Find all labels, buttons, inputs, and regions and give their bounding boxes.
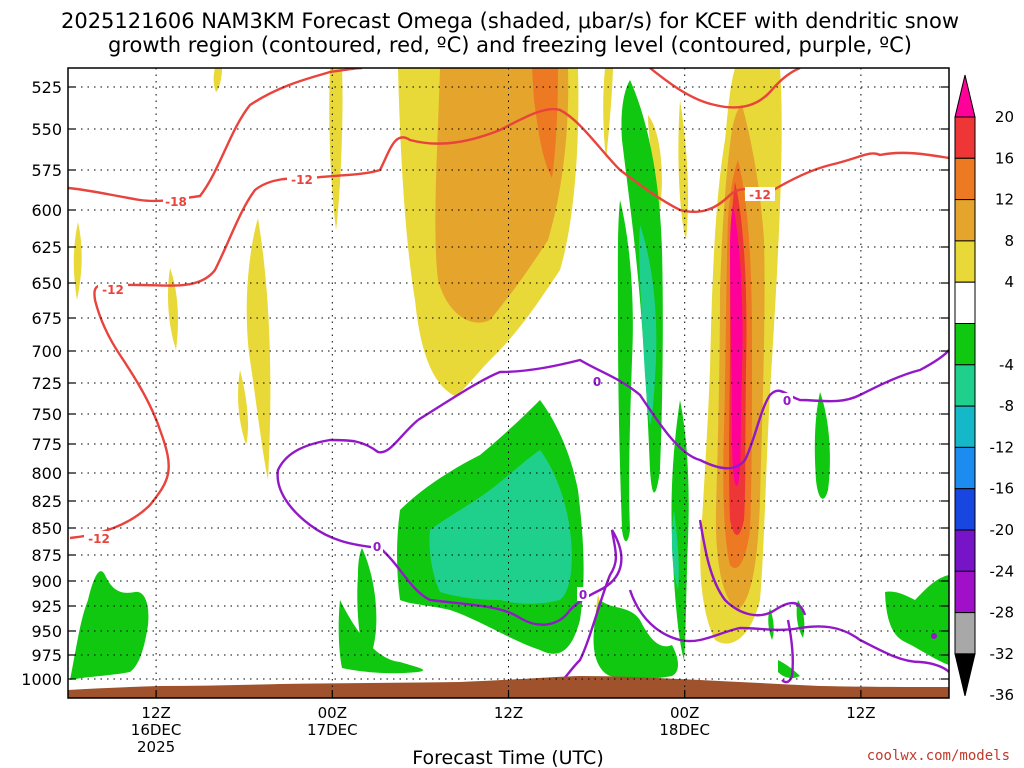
y-tick-label: 700 xyxy=(31,342,62,361)
freezing-label-1: 0 xyxy=(593,375,601,389)
x-tick-label: 00Z xyxy=(670,704,699,722)
plot-frame xyxy=(67,67,950,699)
x-axis-label: Forecast Time (UTC) xyxy=(412,747,603,768)
dendritic-label-2: -12 xyxy=(291,173,313,187)
colorbar-label: 20 xyxy=(995,108,1014,126)
y-tick-label: 600 xyxy=(31,201,62,220)
y-axis-ticks: 525 550 575 600 625 650 675 700 725 750 775 800 825 8… xyxy=(21,78,62,689)
x-tick-label: 17DEC xyxy=(307,721,358,739)
x-tick-label: 00Z xyxy=(318,704,347,722)
grid-lines xyxy=(68,68,949,698)
freezing-label-3: 0 xyxy=(373,540,381,554)
x-tick-label: 12Z xyxy=(846,704,875,722)
y-tick-label: 975 xyxy=(31,646,62,665)
colorbar-label: 12 xyxy=(995,191,1014,209)
colorbar-label: -20 xyxy=(990,521,1015,539)
y-tick-label: 675 xyxy=(31,309,62,328)
y-tick-label: 800 xyxy=(31,464,62,483)
colorbar-band xyxy=(954,157,976,201)
y-tick-label: 575 xyxy=(31,161,62,180)
y-tick-label: 625 xyxy=(31,238,62,257)
x-tick-label: 12Z xyxy=(494,704,523,722)
colorbar-label: 16 xyxy=(995,149,1014,167)
colorbar-label: -8 xyxy=(999,397,1014,415)
colorbar-band xyxy=(954,364,976,407)
omega-positive-shading xyxy=(73,68,782,650)
colorbar-band xyxy=(954,199,976,242)
y-tick-label: 850 xyxy=(31,519,62,538)
dendritic-label-1: -18 xyxy=(165,195,187,209)
chart-title-line1: 2025121606 NAM3KM Forecast Omega (shaded… xyxy=(61,9,959,33)
y-tick-label: 650 xyxy=(31,274,62,293)
dendritic-label-4: -12 xyxy=(88,532,110,546)
y-tick-label: 750 xyxy=(31,405,62,424)
colorbar-label: 4 xyxy=(1004,273,1014,291)
colorbar-label: -28 xyxy=(990,604,1015,622)
colorbar-band xyxy=(954,570,976,614)
shaded-fields: -18 -12 -12 -12 -12 0 0 0 0 xyxy=(68,68,949,698)
y-tick-label: 550 xyxy=(31,120,62,139)
colorbar-label: -12 xyxy=(990,438,1015,456)
colorbar-band xyxy=(954,116,976,159)
freezing-label-4: 0 xyxy=(579,588,587,602)
y-tick-label: 725 xyxy=(31,374,62,393)
x-tick-label: 18DEC xyxy=(659,721,710,739)
colorbar-band xyxy=(954,529,976,572)
colorbar-label: -16 xyxy=(990,480,1015,498)
colorbar-band xyxy=(954,323,976,366)
y-tick-label: 1000 xyxy=(21,670,62,689)
dendritic-label-3: -12 xyxy=(102,283,124,297)
omega-negative-shading xyxy=(70,80,949,680)
colorbar-top-arrow xyxy=(954,74,976,118)
y-tick-label: 775 xyxy=(31,435,62,454)
chart-title-line2: growth region (contoured, red, ºC) and f… xyxy=(108,33,912,57)
colorbar-band xyxy=(954,488,976,531)
colorbar-label: 8 xyxy=(1004,232,1014,250)
colorbar-band xyxy=(954,281,976,325)
colorbar-band xyxy=(954,612,976,655)
colorbar-label: -36 xyxy=(990,686,1015,704)
y-tick-label: 525 xyxy=(31,78,62,97)
colorbar-band xyxy=(954,446,976,490)
y-tick-label: 825 xyxy=(31,492,62,511)
x-tick-label: 16DEC xyxy=(131,721,182,739)
credit-text: coolwx.com/models xyxy=(867,748,1010,764)
y-tick-label: 875 xyxy=(31,546,62,565)
y-tick-label: 950 xyxy=(31,622,62,641)
freezing-level-contours xyxy=(276,349,949,684)
colorbar: 20 16 12 8 4 -4 -8 -12 -16 -20 -24 -28 -32 -36 xyxy=(954,74,1015,704)
colorbar-band xyxy=(954,405,976,448)
colorbar-bottom-arrow xyxy=(954,653,976,697)
freezing-label-2: 0 xyxy=(783,394,791,408)
dendritic-label-5: -12 xyxy=(749,188,771,202)
colorbar-label: -32 xyxy=(990,645,1015,663)
x-tick-label: 2025 xyxy=(137,738,175,756)
contour-labels: -18 -12 -12 -12 -12 0 0 0 0 xyxy=(84,172,793,602)
colorbar-label: -24 xyxy=(990,562,1015,580)
x-tick-label: 12Z xyxy=(141,704,170,722)
colorbar-label: -4 xyxy=(999,356,1014,374)
y-tick-label: 925 xyxy=(31,597,62,616)
colorbar-band xyxy=(954,240,976,283)
y-tick-label: 900 xyxy=(31,572,62,591)
